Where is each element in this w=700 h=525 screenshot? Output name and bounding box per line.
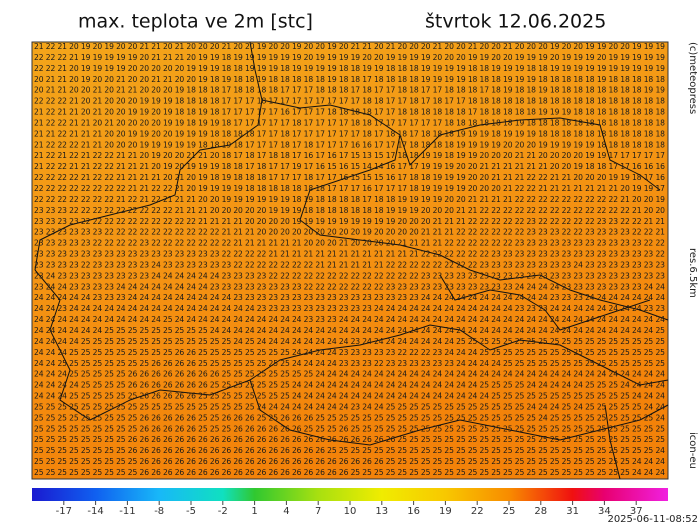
grid-row: 22 22 22 22 21 22 22 21 21 21 21 20 21 2… xyxy=(34,173,665,182)
grid-row: 22 22 22 21 19 19 19 19 19 20 21 21 21 2… xyxy=(34,53,665,62)
grid-row: 23 23 23 22 22 22 22 22 22 22 22 22 21 2… xyxy=(34,206,665,215)
colorbar-tick-label: 10 xyxy=(344,506,357,517)
grid-row: 23 23 23 23 22 23 23 23 23 23 24 23 23 2… xyxy=(34,260,665,269)
colorbar-tick-label: -17 xyxy=(56,506,72,517)
grid-row: 24 24 24 24 25 25 25 25 26 26 26 26 26 2… xyxy=(34,381,665,390)
grid-row: 21 22 21 20 19 20 19 20 20 21 21 20 21 2… xyxy=(34,42,665,51)
colorbar-tick-label: 34 xyxy=(598,506,611,517)
colorbar-tick-label: 19 xyxy=(439,506,452,517)
grid-row: 24 24 24 25 25 25 25 25 26 26 26 26 26 2… xyxy=(34,370,665,379)
grid-row: 21 22 22 21 21 22 22 21 21 21 20 19 20 1… xyxy=(34,162,665,171)
colorbar-tick-label: -2 xyxy=(218,506,228,517)
grid-row: 21 22 22 21 21 20 21 20 20 20 20 19 19 1… xyxy=(34,118,665,127)
grid-row: 20 21 21 20 20 21 20 21 21 20 20 20 19 1… xyxy=(34,86,665,95)
grid-row: 21 22 22 22 21 21 20 20 20 19 19 19 19 1… xyxy=(34,140,665,149)
colorbar-tick-label: -14 xyxy=(87,506,103,517)
colorbar-ticks: -17 -14 -11 -8 -5 -2 1 4 7 10 13 16 19 22 25 28 31 34 37 xyxy=(56,501,643,517)
model: icon-eu xyxy=(687,432,698,469)
colorbar-tick-label: 1 xyxy=(251,506,257,517)
colorbar-tick-label: 7 xyxy=(315,506,321,517)
colorbar-tick-label: 25 xyxy=(503,506,516,517)
grid-row: 23 24 23 23 23 23 23 23 23 23 24 24 24 2… xyxy=(34,271,665,280)
grid-row: 24 24 24 24 25 25 25 25 25 25 25 25 25 2… xyxy=(34,337,665,346)
resolution: res.6.5km xyxy=(687,248,698,298)
grid-row: 22 22 21 20 19 19 19 19 20 20 20 20 20 1… xyxy=(34,64,665,73)
grid-row: 23 23 23 23 23 23 22 22 22 22 22 22 22 2… xyxy=(34,228,665,237)
grid-row: 25 25 25 25 25 25 25 25 25 26 26 26 26 2… xyxy=(34,468,665,477)
grid-row: 24 24 24 25 25 25 25 25 25 26 26 26 26 2… xyxy=(34,392,665,401)
grid-row: 21 22 21 21 20 21 20 20 19 19 20 19 18 1… xyxy=(34,108,665,117)
grid-row: 23 23 23 23 23 23 23 23 23 23 23 23 23 2… xyxy=(34,250,665,259)
copyright: (c)meteopress xyxy=(687,42,698,114)
colorbar-tick-label: -8 xyxy=(154,506,164,517)
colorbar-tick-label: 22 xyxy=(471,506,484,517)
colorbar-tick-label: 31 xyxy=(566,506,579,517)
grid-row: 24 24 23 24 24 24 24 24 24 24 24 24 24 2… xyxy=(34,304,665,313)
grid-row: 21 22 21 22 21 22 22 21 21 20 19 20 20 2… xyxy=(34,151,665,160)
timestamp: 2025-06-11-08:52 xyxy=(607,514,698,525)
grid-row: 22 22 22 22 22 22 22 21 22 21 22 21 21 2… xyxy=(34,195,665,204)
value-grid: 21 22 21 20 19 20 19 20 20 21 21 20 21 2… xyxy=(34,42,665,477)
colorbar-tick-label: -5 xyxy=(186,506,196,517)
grid-row: 25 25 25 25 25 25 25 25 25 25 25 25 25 2… xyxy=(34,402,665,411)
colorbar-tick-label: 37 xyxy=(630,506,643,517)
grid-row: 25 25 25 25 25 25 25 25 25 26 26 26 26 2… xyxy=(34,424,665,433)
grid-row: 24 24 24 25 25 25 25 25 25 25 25 25 26 2… xyxy=(34,348,665,357)
title: max. teplota ve 2m [stc] xyxy=(78,11,313,33)
grid-row: 22 22 22 21 20 21 20 20 20 19 19 19 18 1… xyxy=(34,97,665,106)
grid-row: 23 23 23 23 23 22 22 22 22 23 22 22 22 2… xyxy=(34,239,665,248)
grid-row: 25 25 25 25 25 25 25 25 26 26 26 26 26 2… xyxy=(34,435,665,444)
map-area xyxy=(31,41,669,480)
grid-row: 25 25 25 25 25 25 25 25 25 26 26 26 26 2… xyxy=(34,457,665,466)
grid-row: 24 24 24 24 24 24 25 25 25 25 25 25 25 2… xyxy=(34,326,665,335)
date: štvrtok 12.06.2025 xyxy=(425,11,606,33)
colorbar-tick-label: 28 xyxy=(534,506,547,517)
grid-row: 21 21 22 21 21 21 20 20 19 19 20 20 19 1… xyxy=(34,129,665,138)
grid-row: 24 24 24 24 24 23 23 23 24 24 24 24 24 2… xyxy=(34,293,665,302)
grid-row: 24 24 25 25 25 25 25 25 25 25 26 26 26 2… xyxy=(34,359,665,368)
grid-row: 23 24 24 23 23 23 23 24 24 24 24 24 24 2… xyxy=(34,282,665,291)
grid-row: 22 22 22 22 22 22 22 22 21 21 22 22 21 2… xyxy=(34,184,665,193)
colorbar-tick-label: -11 xyxy=(119,506,135,517)
colorbar-tick-label: 16 xyxy=(407,506,420,517)
grid-row: 20 21 21 20 19 20 20 21 20 20 21 21 20 2… xyxy=(34,75,665,84)
grid-row: 25 25 25 25 25 25 25 25 25 26 26 26 26 2… xyxy=(34,413,665,422)
colorbar-tick-label: 4 xyxy=(283,506,289,517)
colorbar-tick-label: 13 xyxy=(375,506,388,517)
grid-row: 25 25 25 25 25 25 25 25 26 26 26 26 26 2… xyxy=(34,446,665,455)
borders xyxy=(34,41,669,480)
colorbar xyxy=(32,488,668,501)
grid-row: 24 24 24 24 24 24 24 24 24 24 24 25 24 2… xyxy=(34,315,665,324)
grid-row: 23 23 23 23 22 22 22 22 22 22 22 22 22 2… xyxy=(34,217,665,226)
